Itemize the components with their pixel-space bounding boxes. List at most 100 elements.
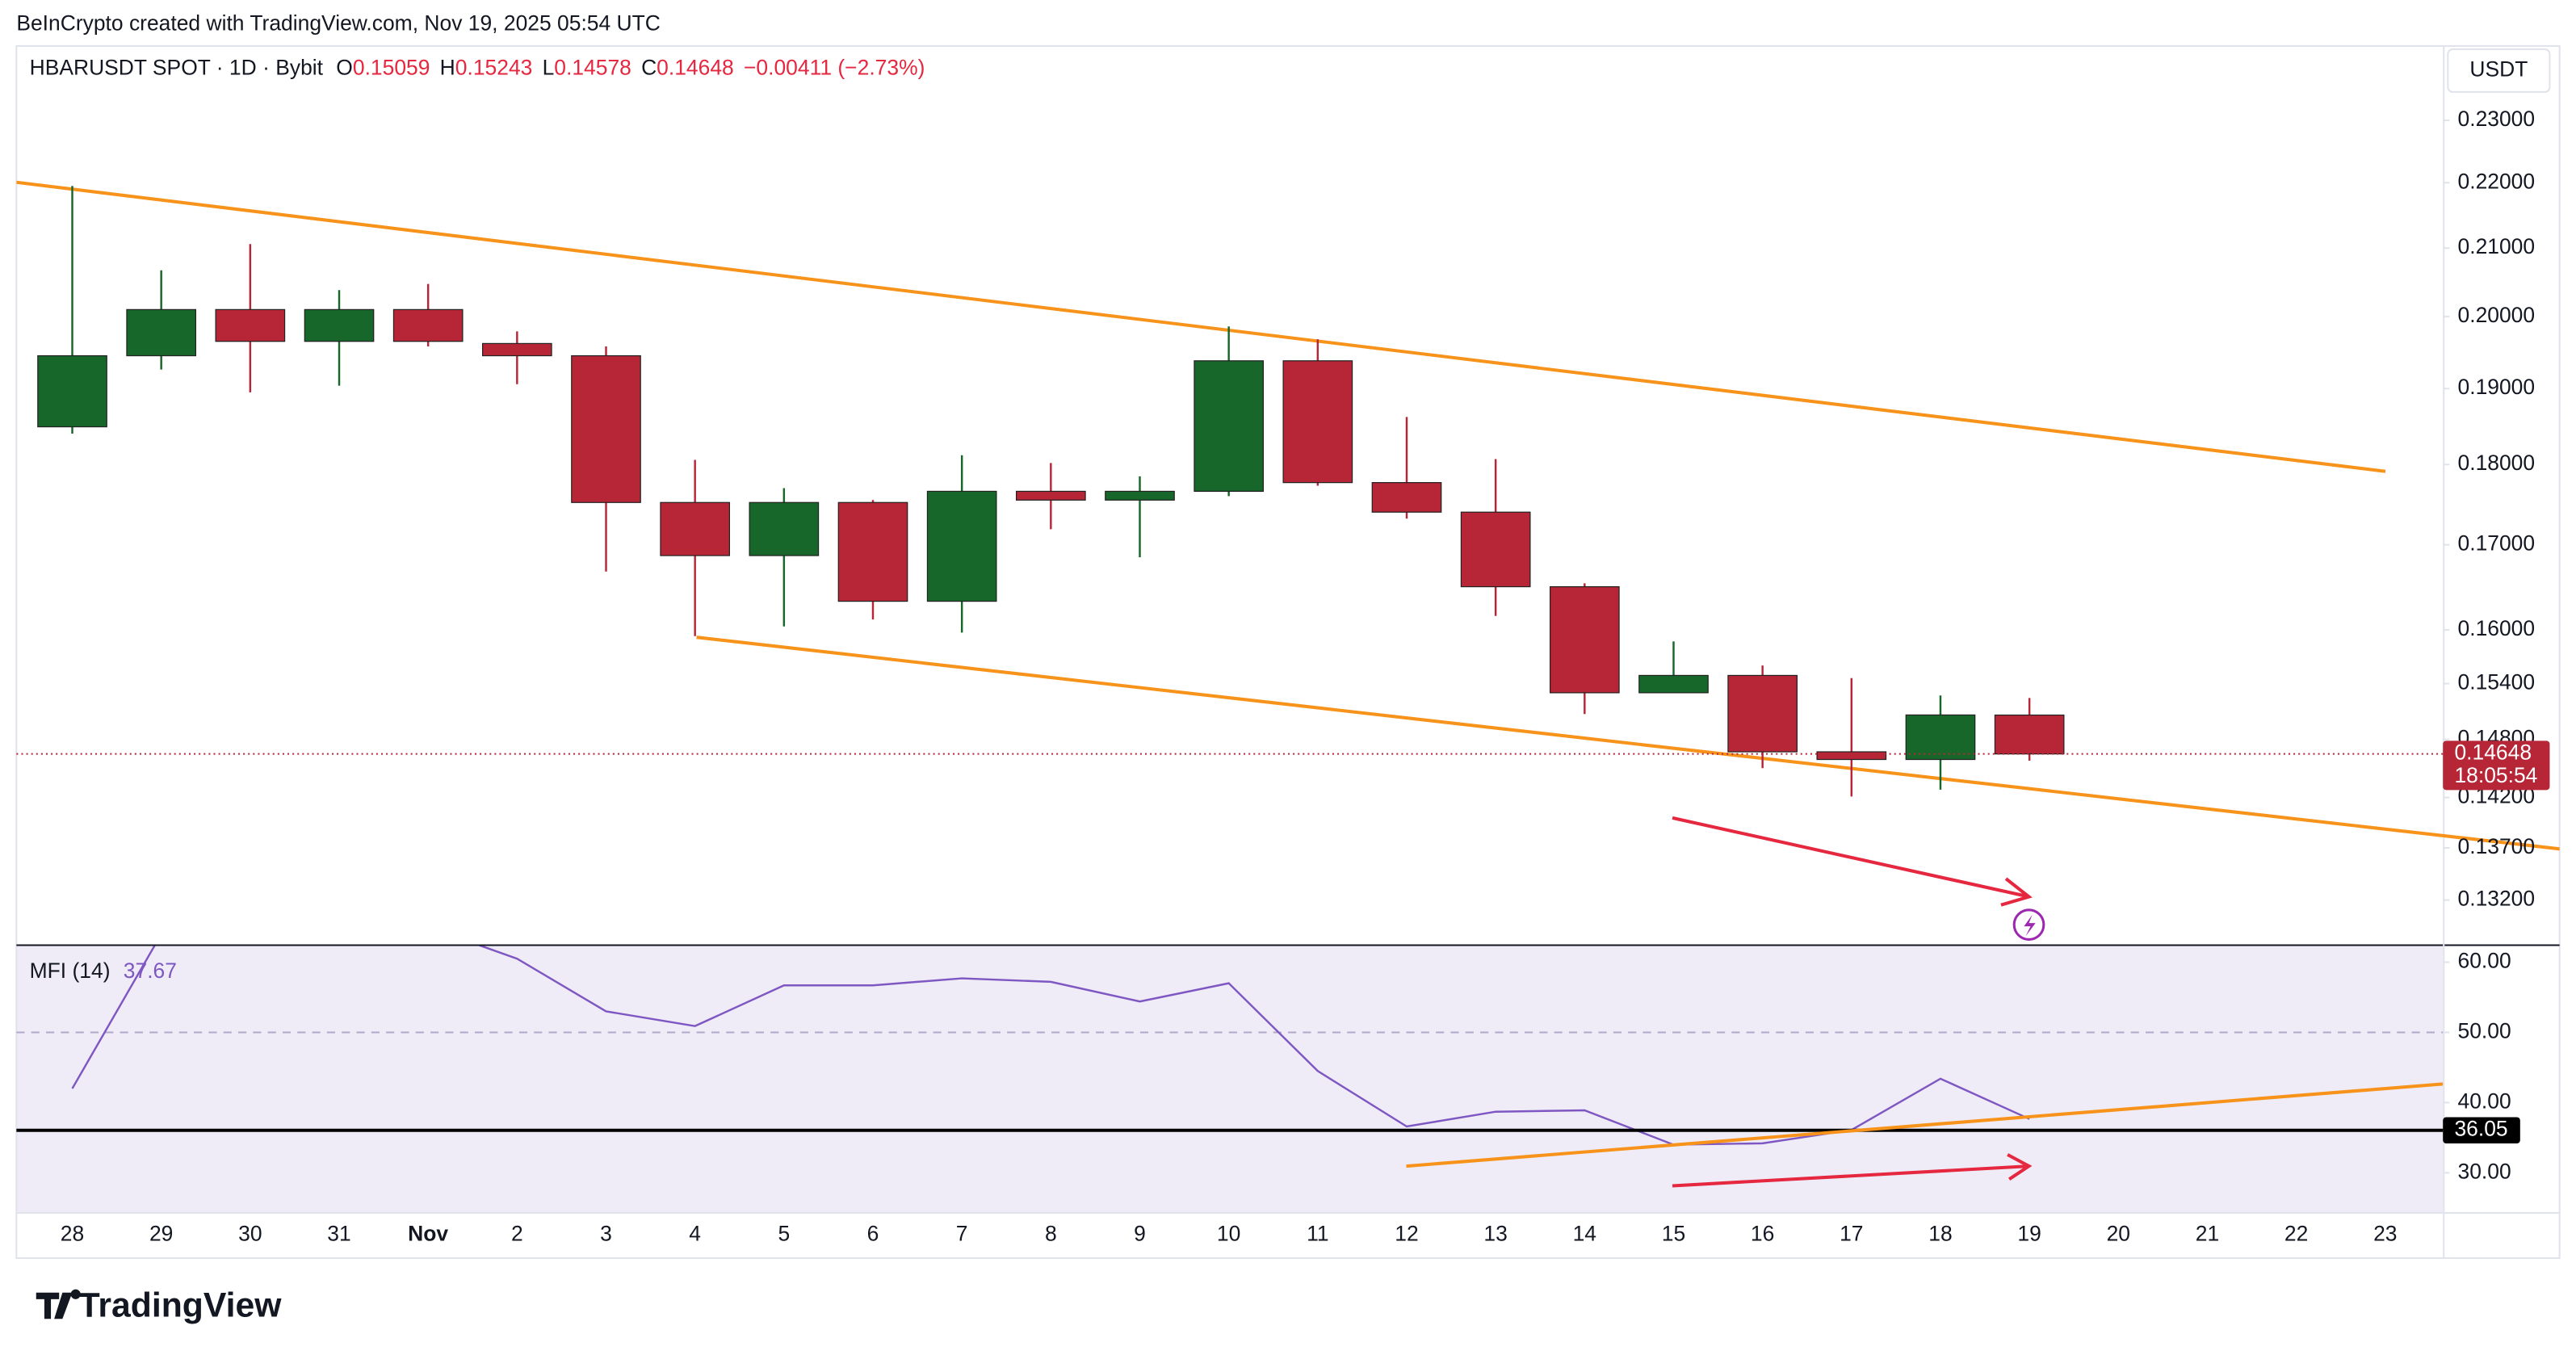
y-tick-label: 0.19000 — [2458, 375, 2536, 399]
indicator-name: MFI (14) 37.67 — [30, 959, 177, 983]
x-tick-label: 22 — [2284, 1222, 2308, 1246]
candle-body — [126, 308, 197, 357]
x-tick-label: 4 — [689, 1222, 701, 1246]
y-tick-label: 0.23000 — [2458, 107, 2536, 131]
candle-body — [1816, 751, 1887, 761]
indicator-tick-label: 60.00 — [2458, 949, 2511, 973]
symbol: HBARUSDT SPOT · 1D · Bybit — [30, 55, 324, 79]
x-tick-label: 7 — [956, 1222, 968, 1246]
annotations — [16, 180, 2560, 941]
y-tick-label: 0.16000 — [2458, 616, 2536, 640]
currency[interactable]: USDT — [2469, 57, 2528, 81]
x-tick-label: 16 — [1751, 1222, 1774, 1246]
candle-body — [215, 308, 286, 342]
candle-body — [392, 308, 464, 342]
candle-body — [304, 308, 375, 342]
y-tick-label: 0.22000 — [2458, 169, 2536, 193]
x-tick-label: 20 — [2107, 1222, 2130, 1246]
candle-body — [926, 490, 997, 602]
last-price-box — [2443, 740, 2550, 791]
y-tick-label: 0.15400 — [2458, 670, 2536, 694]
indicator-tick-label: 50.00 — [2458, 1018, 2511, 1042]
x-tick-label: 2 — [511, 1222, 523, 1246]
candle-body — [1994, 714, 2065, 755]
arrow — [1672, 816, 2029, 899]
candle-body — [1282, 360, 1353, 484]
x-tick-label: 15 — [1662, 1222, 1685, 1246]
x-tick-label: 11 — [1307, 1222, 1328, 1246]
arrow — [1672, 1164, 2029, 1188]
x-tick-label: 10 — [1217, 1222, 1240, 1246]
x-tick-label: 14 — [1573, 1222, 1596, 1246]
symbol-header: HBARUSDT SPOT · 1D · Bybit O0.15059 H0.152… — [30, 55, 925, 79]
x-tick-label: 28 — [61, 1222, 84, 1246]
x-tick-label: Nov — [408, 1222, 448, 1246]
indicator-line — [71, 946, 2030, 1146]
candle-body — [1194, 360, 1264, 493]
candle-body — [1015, 490, 1086, 501]
candle-body — [837, 501, 908, 602]
candle-body — [37, 354, 107, 428]
x-tick-label: 21 — [2196, 1222, 2219, 1246]
x-tick-label: 18 — [1928, 1222, 1952, 1246]
ohlc-label: L — [543, 55, 555, 79]
candle-body — [1549, 585, 1620, 694]
x-tick-label: 8 — [1045, 1222, 1057, 1246]
level-box — [2443, 1117, 2520, 1144]
x-tick-label: 17 — [1840, 1222, 1863, 1246]
frame — [15, 44, 2561, 1260]
indicator-tick-label: 40.00 — [2458, 1089, 2511, 1113]
ohlc-value: 0.15059 — [353, 55, 430, 79]
indicator-layer: 30.00 40.00 50.00 60.00 36.05 — [16, 946, 2520, 1183]
change: −0.00411 (−2.73%) — [744, 55, 925, 79]
x-tick-label: 3 — [600, 1222, 612, 1246]
x-tick-label: 9 — [1134, 1222, 1146, 1246]
trendline — [1406, 1082, 2444, 1168]
ohlc-value: 0.15243 — [455, 55, 533, 79]
trendline — [696, 636, 2560, 851]
candle-body — [1638, 674, 1709, 694]
watermark: BeInCrypto created with TradingView.com,… — [16, 10, 661, 35]
indicator-title: MFI (14) — [30, 959, 111, 983]
currency-box[interactable] — [2447, 48, 2551, 93]
indicator-tick-label: 30.00 — [2458, 1159, 2511, 1183]
candle-body — [1460, 511, 1531, 588]
ohlc-label: H — [440, 55, 455, 79]
candle-body — [1371, 482, 1442, 513]
candle-body — [749, 501, 820, 556]
candle-body — [1905, 714, 1976, 761]
ohlc-value: 0.14578 — [554, 55, 631, 79]
trendline — [16, 180, 2386, 473]
ohlc-label: O — [336, 55, 353, 79]
x-tick-label: 30 — [238, 1222, 262, 1246]
candle-body — [660, 501, 731, 556]
x-tick-label: 5 — [778, 1222, 790, 1246]
ohlc-value: 0.14648 — [657, 55, 734, 79]
candle-body — [571, 354, 641, 503]
x-tick-label: 13 — [1483, 1222, 1507, 1246]
ohlc-label: C — [641, 55, 657, 79]
x-tick-label: 31 — [327, 1222, 350, 1246]
y-tick-label: 0.18000 — [2458, 451, 2536, 475]
x-tick-label: 29 — [149, 1222, 173, 1246]
logo-text: TradingView — [79, 1286, 283, 1324]
y-tick-label: 0.21000 — [2458, 234, 2536, 258]
countdown: 18:05:54 — [2454, 763, 2537, 787]
arrow-head — [2000, 877, 2033, 907]
level-label: 36.05 — [2454, 1117, 2507, 1141]
x-tick-label: 6 — [867, 1222, 879, 1246]
candle-body — [1727, 674, 1798, 753]
y-tick-label: 0.13200 — [2458, 887, 2536, 911]
candle-body — [482, 342, 552, 357]
indicator-annotations — [1406, 1082, 2444, 1188]
y-tick-label: 0.20000 — [2458, 303, 2536, 327]
y-tick-label: 0.13700 — [2458, 834, 2536, 858]
x-tick-label: 12 — [1395, 1222, 1418, 1246]
indicator-pane — [16, 946, 2444, 1213]
y-tick-label: 0.17000 — [2458, 531, 2536, 556]
arrow-head — [2007, 1153, 2033, 1181]
event-icon-bolt — [2024, 914, 2036, 937]
indicator-last: 37.67 — [124, 959, 177, 983]
